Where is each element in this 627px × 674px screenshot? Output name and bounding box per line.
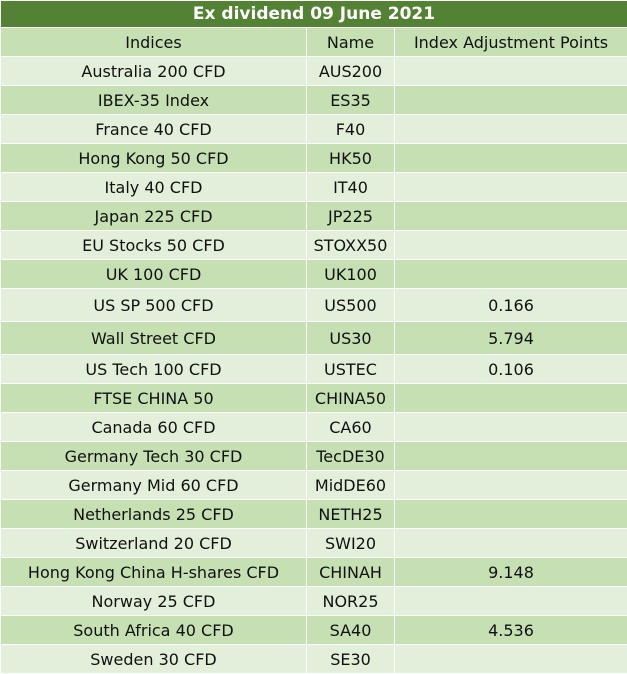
cell-adjustment-points: [395, 500, 627, 529]
cell-index: Italy 40 CFD: [1, 173, 307, 202]
title-row: Ex dividend 09 June 2021: [1, 1, 627, 28]
cell-name: CHINA50: [307, 384, 395, 413]
cell-index: US SP 500 CFD: [1, 289, 307, 322]
cell-index: Switzerland 20 CFD: [1, 529, 307, 558]
cell-index: Australia 200 CFD: [1, 57, 307, 86]
cell-adjustment-points: 0.166: [395, 289, 627, 322]
cell-name: HK50: [307, 144, 395, 173]
cell-adjustment-points: [395, 471, 627, 500]
column-header-adjustment-points: Index Adjustment Points: [395, 28, 627, 57]
table-title: Ex dividend 09 June 2021: [1, 1, 627, 28]
cell-name: SWI20: [307, 529, 395, 558]
cell-adjustment-points: 0.106: [395, 355, 627, 384]
cell-index: US Tech 100 CFD: [1, 355, 307, 384]
cell-index: UK 100 CFD: [1, 260, 307, 289]
cell-adjustment-points: [395, 645, 627, 674]
cell-index: France 40 CFD: [1, 115, 307, 144]
cell-adjustment-points: [395, 173, 627, 202]
cell-index: Hong Kong China H-shares CFD: [1, 558, 307, 587]
cell-name: F40: [307, 115, 395, 144]
cell-name: UK100: [307, 260, 395, 289]
cell-adjustment-points: 5.794: [395, 322, 627, 355]
cell-name: NOR25: [307, 587, 395, 616]
cell-name: MidDE60: [307, 471, 395, 500]
cell-name: SA40: [307, 616, 395, 645]
cell-index: Germany Mid 60 CFD: [1, 471, 307, 500]
cell-name: US30: [307, 322, 395, 355]
cell-adjustment-points: [395, 260, 627, 289]
cell-index: Netherlands 25 CFD: [1, 500, 307, 529]
cell-index: Germany Tech 30 CFD: [1, 442, 307, 471]
cell-name: USTEC: [307, 355, 395, 384]
cell-adjustment-points: 9.148: [395, 558, 627, 587]
cell-adjustment-points: [395, 231, 627, 260]
cell-adjustment-points: [395, 57, 627, 86]
cell-adjustment-points: [395, 115, 627, 144]
cell-adjustment-points: [395, 86, 627, 115]
cell-index: South Africa 40 CFD: [1, 616, 307, 645]
cell-index: Hong Kong 50 CFD: [1, 144, 307, 173]
cell-adjustment-points: [395, 529, 627, 558]
cell-name: JP225: [307, 202, 395, 231]
cell-name: CA60: [307, 413, 395, 442]
cell-index: Sweden 30 CFD: [1, 645, 307, 674]
cell-name: NETH25: [307, 500, 395, 529]
cell-name: CHINAH: [307, 558, 395, 587]
cell-name: AUS200: [307, 57, 395, 86]
cell-adjustment-points: [395, 587, 627, 616]
cell-adjustment-points: [395, 144, 627, 173]
cell-name: STOXX50: [307, 231, 395, 260]
header-row: Indices Name Index Adjustment Points: [1, 28, 627, 57]
column-header-indices: Indices: [1, 28, 307, 57]
cell-name: US500: [307, 289, 395, 322]
column-header-name: Name: [307, 28, 395, 57]
cell-name: ES35: [307, 86, 395, 115]
cell-index: FTSE CHINA 50: [1, 384, 307, 413]
cell-name: TecDE30: [307, 442, 395, 471]
cell-adjustment-points: [395, 202, 627, 231]
cell-adjustment-points: [395, 413, 627, 442]
cell-index: Japan 225 CFD: [1, 202, 307, 231]
cell-index: Norway 25 CFD: [1, 587, 307, 616]
cell-adjustment-points: 4.536: [395, 616, 627, 645]
cell-name: IT40: [307, 173, 395, 202]
cell-index: EU Stocks 50 CFD: [1, 231, 307, 260]
cell-adjustment-points: [395, 442, 627, 471]
cell-name: SE30: [307, 645, 395, 674]
cell-adjustment-points: [395, 384, 627, 413]
cell-index: Wall Street CFD: [1, 322, 307, 355]
cell-index: IBEX-35 Index: [1, 86, 307, 115]
cell-index: Canada 60 CFD: [1, 413, 307, 442]
